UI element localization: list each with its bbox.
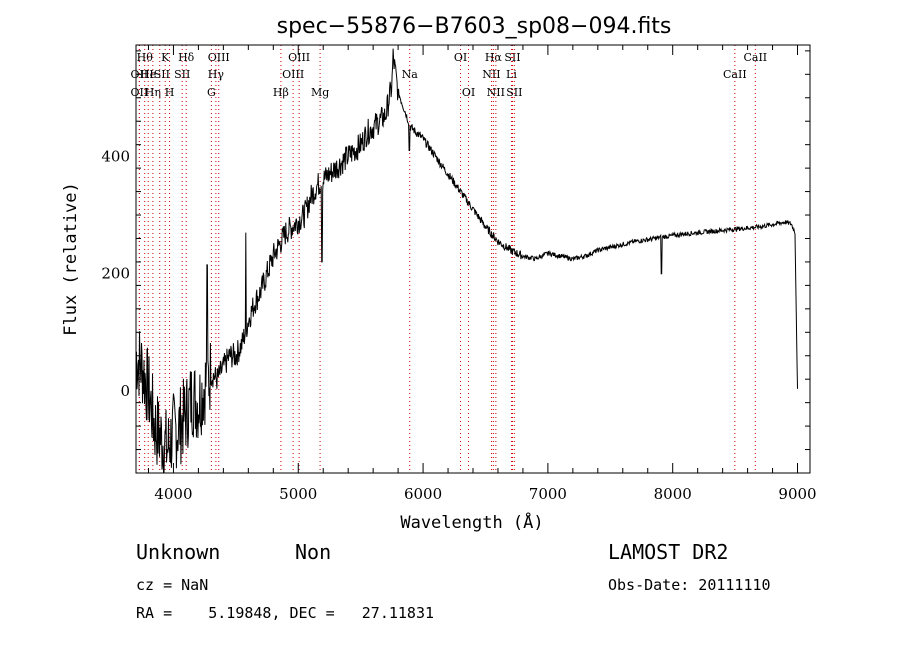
spectrum-line bbox=[135, 48, 798, 474]
x-tick-label: 4000 bbox=[154, 485, 192, 503]
y-tick-label: 0 bbox=[120, 382, 130, 400]
line-label: K bbox=[161, 51, 170, 64]
line-label: NII bbox=[482, 68, 500, 81]
x-tick-label: 7000 bbox=[529, 485, 567, 503]
line-label: OI bbox=[462, 86, 475, 99]
spectrum-series bbox=[135, 48, 798, 474]
x-tick-label: 6000 bbox=[404, 485, 442, 503]
obs-date: Obs-Date: 20111110 bbox=[608, 576, 771, 594]
line-label: He bbox=[140, 68, 156, 81]
line-label: Hβ bbox=[273, 86, 289, 99]
line-label: Hη bbox=[145, 86, 161, 99]
line-label: CaII bbox=[743, 51, 767, 64]
x-tick-label: 5000 bbox=[279, 485, 317, 503]
y-tick-label: 200 bbox=[101, 265, 130, 283]
line-label: CaII bbox=[723, 68, 747, 81]
line-label: Mg bbox=[311, 86, 329, 99]
line-label: OI bbox=[454, 51, 467, 64]
class-label: Unknown bbox=[136, 540, 221, 564]
line-label: Hθ bbox=[137, 51, 154, 64]
line-label: Hδ bbox=[178, 51, 195, 64]
line-label: Na bbox=[402, 68, 419, 81]
cz-value: cz = NaN bbox=[136, 576, 209, 594]
line-label: Hγ bbox=[208, 68, 225, 81]
axis-ticks: 4000 5000 6000 7000 8000 9000 0 200 400 bbox=[101, 45, 817, 503]
y-axis-label: Flux (relative) bbox=[61, 182, 81, 336]
y-tick-label: 400 bbox=[101, 147, 130, 165]
line-label: SII bbox=[504, 51, 520, 64]
line-label: SII bbox=[174, 68, 190, 81]
line-label: ISII bbox=[149, 68, 170, 81]
line-label: Hα bbox=[485, 51, 503, 64]
x-axis-label: Wavelength (Å) bbox=[400, 511, 543, 533]
line-label: NII bbox=[487, 86, 505, 99]
x-tick-label: 8000 bbox=[654, 485, 692, 503]
line-label: OIII bbox=[288, 51, 310, 64]
x-tick-label: 9000 bbox=[778, 485, 816, 503]
line-label: OIII bbox=[208, 51, 230, 64]
line-label: H bbox=[165, 86, 175, 99]
line-label: G bbox=[207, 86, 216, 99]
coordinates: RA = 5.19848, DEC = 27.11831 bbox=[136, 604, 435, 622]
subclass-label: Non bbox=[295, 540, 332, 564]
plot-frame bbox=[135, 44, 811, 474]
line-label: OII bbox=[131, 86, 149, 99]
line-label: Li bbox=[506, 68, 517, 81]
survey-label: LAMOST DR2 bbox=[608, 540, 729, 564]
chart-title: spec−55876−B7603_sp08−094.fits bbox=[277, 14, 672, 39]
line-label: OIII bbox=[282, 68, 304, 81]
line-markers: OIIOIIHθHeHηISIIKHSIIHδGHγOIIIHβOIIIOIII… bbox=[131, 45, 767, 473]
line-label: SII bbox=[506, 86, 522, 99]
